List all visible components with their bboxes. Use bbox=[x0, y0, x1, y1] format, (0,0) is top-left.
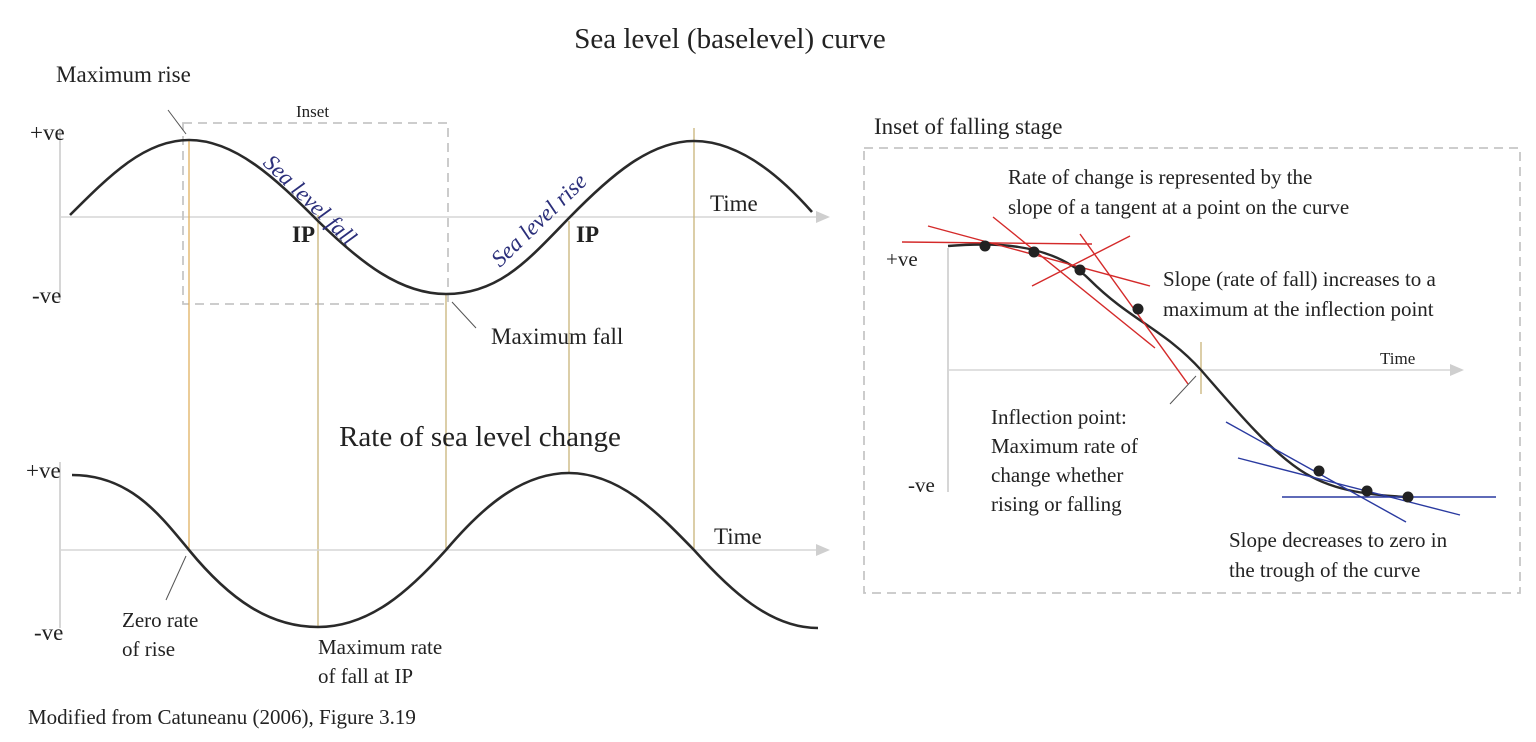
top-y-negative-label: -ve bbox=[32, 283, 61, 308]
tangent-point-1 bbox=[979, 240, 991, 252]
bottom-x-label: Time bbox=[714, 524, 762, 549]
maximum-fall-label: Maximum fall bbox=[491, 324, 623, 349]
rate-note-line2: slope of a tangent at a point on the cur… bbox=[1008, 195, 1349, 219]
inset-x-label: Time bbox=[1380, 349, 1415, 368]
slope-increase-line1: Slope (rate of fall) increases to a bbox=[1163, 267, 1437, 291]
slope-increase-line2: maximum at the inflection point bbox=[1163, 297, 1434, 321]
tangent-point-3 bbox=[1074, 264, 1086, 276]
diagram-title: Sea level (baselevel) curve bbox=[574, 23, 886, 55]
slope-decrease-line1: Slope decreases to zero in bbox=[1229, 528, 1448, 552]
inset-panel: Inset of falling stage +ve -ve Time Rate… bbox=[863, 114, 1521, 594]
bottom-y-negative-label: -ve bbox=[34, 620, 63, 645]
tangent-point-4 bbox=[1132, 303, 1144, 315]
sea-level-rise-label: Sea level rise bbox=[486, 168, 592, 271]
rate-curve bbox=[71, 471, 819, 630]
zero-rate-label-line1: Zero rate bbox=[122, 608, 198, 632]
tangent-red-2 bbox=[927, 225, 1151, 287]
top-y-positive-label: +ve bbox=[30, 120, 65, 145]
inflection-line3: change whether bbox=[991, 463, 1123, 487]
tangent-point-5 bbox=[1313, 465, 1325, 477]
ip-label-1: IP bbox=[292, 222, 315, 247]
zero-rate-leader bbox=[165, 555, 187, 601]
rate-chart: Rate of sea level change +ve -ve Time Ze… bbox=[26, 421, 830, 688]
inset-panel-title: Inset of falling stage bbox=[874, 114, 1062, 139]
max-rate-label-line2: of fall at IP bbox=[318, 664, 413, 688]
inset-y-negative-label: -ve bbox=[908, 473, 935, 497]
inset-panel-border bbox=[863, 147, 1521, 594]
maximum-rise-leader bbox=[167, 109, 187, 135]
inset-curve bbox=[947, 243, 1409, 499]
zero-rate-label-line2: of rise bbox=[122, 637, 175, 661]
ip-label-2: IP bbox=[576, 222, 599, 247]
inset-y-positive-label: +ve bbox=[886, 247, 918, 271]
tangent-point-6 bbox=[1361, 485, 1373, 497]
inflection-leader bbox=[1169, 375, 1197, 405]
max-rate-label-line1: Maximum rate bbox=[318, 635, 442, 659]
rate-chart-title: Rate of sea level change bbox=[339, 421, 621, 453]
tangent-red-1 bbox=[901, 241, 1093, 245]
tangent-red-3 bbox=[992, 216, 1156, 349]
sea-level-curve bbox=[69, 138, 813, 296]
inflection-line1: Inflection point: bbox=[991, 405, 1127, 429]
tangent-point-7 bbox=[1402, 491, 1414, 503]
credit-text: Modified from Catuneanu (2006), Figure 3… bbox=[28, 705, 416, 729]
slope-decrease-line2: the trough of the curve bbox=[1229, 558, 1420, 582]
inflection-line2: Maximum rate of bbox=[991, 434, 1138, 458]
inset-label: Inset bbox=[296, 102, 329, 121]
tangent-blue-2 bbox=[1237, 457, 1461, 516]
inset-box bbox=[182, 122, 449, 305]
maximum-rise-label: Maximum rise bbox=[56, 62, 191, 87]
maximum-fall-leader bbox=[451, 301, 477, 329]
tangent-red-5 bbox=[1031, 235, 1131, 287]
sea-level-chart: Inset +ve -ve Time Maximum rise Maximum … bbox=[30, 62, 830, 628]
rate-note-line1: Rate of change is represented by the bbox=[1008, 165, 1312, 189]
inflection-line4: rising or falling bbox=[991, 492, 1122, 516]
top-x-label: Time bbox=[710, 191, 758, 216]
tangent-point-2 bbox=[1028, 246, 1040, 258]
bottom-y-positive-label: +ve bbox=[26, 458, 61, 483]
